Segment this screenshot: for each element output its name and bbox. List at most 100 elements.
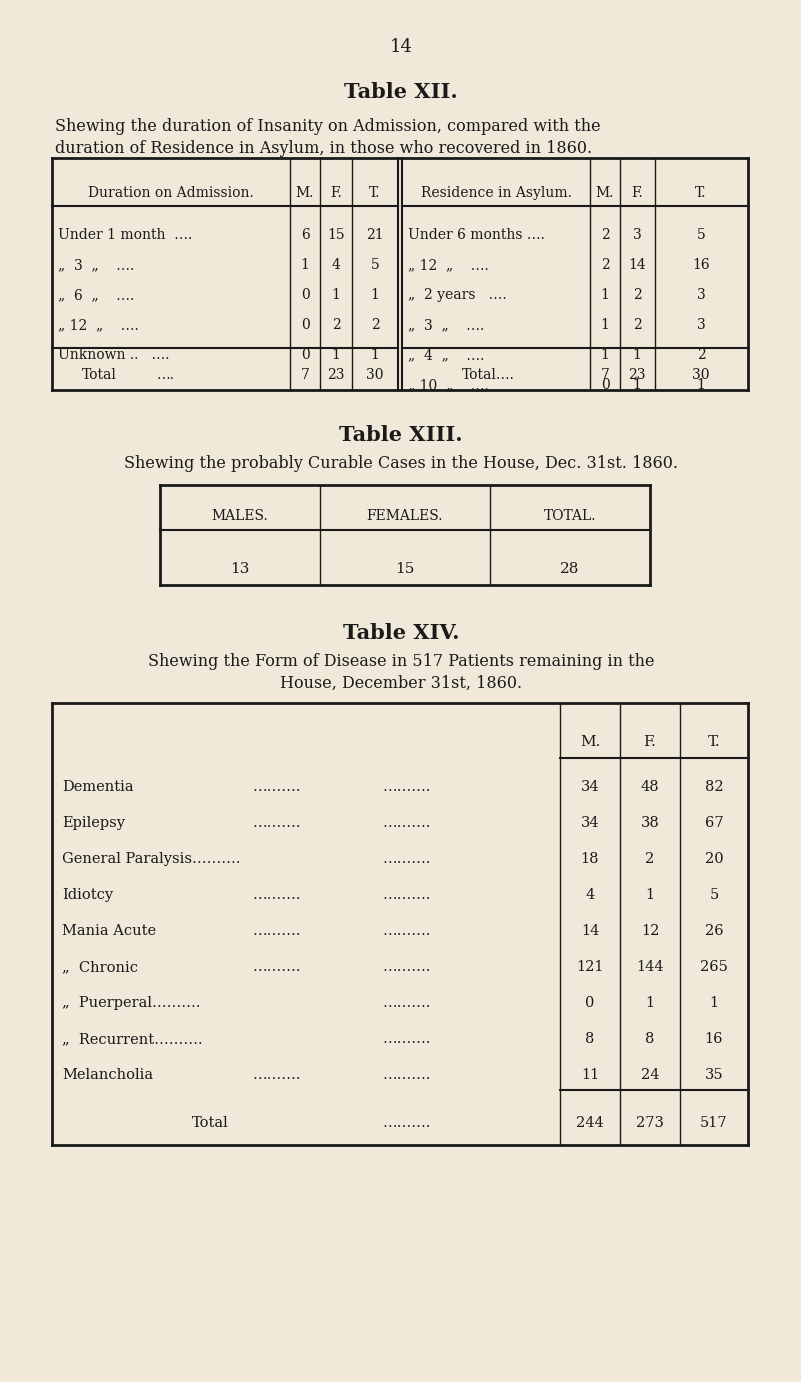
Text: 13: 13 [231, 562, 250, 576]
Text: 30: 30 [692, 368, 710, 381]
Text: TOTAL.: TOTAL. [544, 509, 596, 522]
Text: 1: 1 [371, 287, 380, 303]
Text: Unknown ..   ….: Unknown .. …. [58, 348, 170, 362]
Text: 24: 24 [641, 1068, 659, 1082]
Text: 34: 34 [581, 815, 599, 831]
Text: Mania Acute: Mania Acute [62, 925, 156, 938]
Text: 517: 517 [700, 1117, 728, 1130]
Text: ……….: ………. [382, 779, 430, 795]
Text: 121: 121 [576, 960, 604, 974]
Text: „  4  „    ….: „ 4 „ …. [408, 348, 485, 362]
Text: 2: 2 [332, 318, 340, 332]
Text: 18: 18 [581, 851, 599, 867]
Text: F.: F. [643, 735, 657, 749]
Text: „ 12  „    ….: „ 12 „ …. [58, 318, 139, 332]
Text: „  2 years   ….: „ 2 years …. [408, 287, 506, 303]
Text: 3: 3 [697, 287, 706, 303]
Text: 15: 15 [396, 562, 415, 576]
Text: „  6  „    ….: „ 6 „ …. [58, 287, 135, 303]
Text: 14: 14 [389, 37, 413, 57]
Text: ……….: ………. [382, 996, 430, 1010]
Text: T.: T. [369, 187, 380, 200]
Text: 1: 1 [601, 287, 610, 303]
Text: 5: 5 [710, 889, 718, 902]
Text: ……….: ………. [252, 889, 300, 902]
Text: ……….: ………. [252, 1068, 300, 1082]
Text: ……….: ………. [382, 851, 430, 867]
Text: 265: 265 [700, 960, 728, 974]
Text: 6: 6 [300, 228, 309, 242]
Text: 35: 35 [705, 1068, 723, 1082]
Text: „  3  „    ….: „ 3 „ …. [58, 258, 135, 272]
Text: „  3  „    ….: „ 3 „ …. [408, 318, 485, 332]
Text: 48: 48 [641, 779, 659, 795]
Text: 4: 4 [332, 258, 340, 272]
Text: 14: 14 [628, 258, 646, 272]
Text: ……….: ………. [382, 1117, 430, 1130]
Text: 1: 1 [300, 258, 309, 272]
Text: 0: 0 [586, 996, 594, 1010]
Text: 0: 0 [300, 287, 309, 303]
Text: 1: 1 [601, 318, 610, 332]
Text: Melancholia: Melancholia [62, 1068, 153, 1082]
Text: FEMALES.: FEMALES. [367, 509, 443, 522]
Text: ……….: ………. [382, 925, 430, 938]
Text: 3: 3 [697, 318, 706, 332]
Text: Total….: Total…. [462, 368, 515, 381]
Text: Shewing the duration of Insanity on Admission, compared with the: Shewing the duration of Insanity on Admi… [55, 117, 601, 135]
Text: 1: 1 [633, 379, 642, 392]
Text: F.: F. [330, 187, 342, 200]
Text: T.: T. [695, 187, 706, 200]
Text: Table XII.: Table XII. [344, 82, 458, 102]
Text: M.: M. [596, 187, 614, 200]
Text: 38: 38 [641, 815, 659, 831]
Text: M.: M. [580, 735, 600, 749]
Text: Dementia: Dementia [62, 779, 134, 795]
Text: 30: 30 [366, 368, 384, 381]
Text: 20: 20 [705, 851, 723, 867]
Text: MALES.: MALES. [211, 509, 268, 522]
Text: ……….: ………. [382, 889, 430, 902]
Text: 1: 1 [371, 348, 380, 362]
Text: ……….: ………. [382, 1068, 430, 1082]
Text: ……….: ………. [382, 1032, 430, 1046]
Text: ……….: ………. [252, 779, 300, 795]
Text: Total: Total [192, 1117, 229, 1130]
Text: 2: 2 [697, 348, 706, 362]
Text: Total: Total [82, 368, 117, 381]
Text: 8: 8 [646, 1032, 654, 1046]
Text: 7: 7 [300, 368, 309, 381]
Text: Shewing the probably Curable Cases in the House, Dec. 31st. 1860.: Shewing the probably Curable Cases in th… [124, 455, 678, 473]
Text: 21: 21 [366, 228, 384, 242]
Text: 273: 273 [636, 1117, 664, 1130]
Text: 16: 16 [692, 258, 710, 272]
Text: 11: 11 [581, 1068, 599, 1082]
Text: Duration on Admission.: Duration on Admission. [88, 187, 254, 200]
Text: 23: 23 [628, 368, 646, 381]
Text: 1: 1 [332, 348, 340, 362]
Text: 144: 144 [636, 960, 664, 974]
Text: 1: 1 [601, 348, 610, 362]
Text: 1: 1 [332, 287, 340, 303]
Text: 1: 1 [697, 379, 706, 392]
Text: ……….: ………. [252, 925, 300, 938]
Text: „  Recurrent……….: „ Recurrent………. [62, 1032, 203, 1046]
Text: Idiotcy: Idiotcy [62, 889, 113, 902]
Text: 7: 7 [601, 368, 610, 381]
Text: 12: 12 [641, 925, 659, 938]
Text: M.: M. [296, 187, 314, 200]
Text: ……….: ………. [382, 815, 430, 831]
Text: ….: …. [157, 368, 175, 381]
Text: ……….: ………. [252, 960, 300, 974]
Text: Residence in Asylum.: Residence in Asylum. [421, 187, 571, 200]
Text: „ 10  „    ….: „ 10 „ …. [408, 379, 489, 392]
Text: 1: 1 [633, 348, 642, 362]
Text: 2: 2 [601, 258, 610, 272]
Text: Table XIII.: Table XIII. [339, 426, 463, 445]
Text: „ 12  „    ….: „ 12 „ …. [408, 258, 489, 272]
Text: Shewing the Form of Disease in 517 Patients remaining in the: Shewing the Form of Disease in 517 Patie… [147, 654, 654, 670]
Text: 82: 82 [705, 779, 723, 795]
Text: 3: 3 [633, 228, 642, 242]
Text: 1: 1 [646, 889, 654, 902]
Text: 16: 16 [705, 1032, 723, 1046]
